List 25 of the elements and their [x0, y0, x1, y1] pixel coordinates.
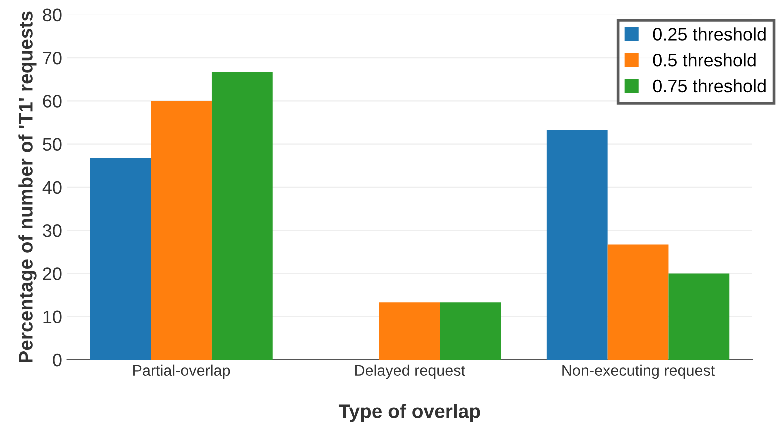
bar: [379, 302, 440, 360]
y-axis-title: Percentage of number of 'T1' requests: [18, 12, 37, 363]
x-tick-label: Delayed request: [356, 364, 466, 380]
bar: [90, 158, 152, 360]
y-tick-label: 10: [44, 310, 62, 324]
y-tick-label: 70: [43, 52, 62, 65]
bar: [212, 72, 273, 360]
x-axis-title: Type of overlap: [338, 404, 480, 422]
y-tick-label: 60: [43, 95, 62, 108]
y-tick-label: 40: [42, 181, 62, 194]
y-tick-label: 80: [43, 8, 62, 22]
legend-label: 0.25 threshold: [653, 28, 766, 41]
y-tick-label: 20: [43, 268, 62, 280]
y-tick-label: 50: [43, 138, 62, 152]
x-tick-label: Partial-overlap: [134, 364, 230, 380]
x-tick-label: Non-executing request: [562, 364, 716, 380]
y-tick-label: 30: [43, 224, 62, 238]
bar: [440, 302, 502, 360]
legend-label: 0.5 threshold: [653, 54, 756, 67]
bar: [151, 101, 212, 360]
legend-label: 0.75 threshold: [653, 79, 766, 93]
y-tick-label: 0: [53, 354, 62, 367]
bar: [608, 244, 669, 360]
bar: [668, 274, 730, 360]
bar: [546, 130, 608, 360]
